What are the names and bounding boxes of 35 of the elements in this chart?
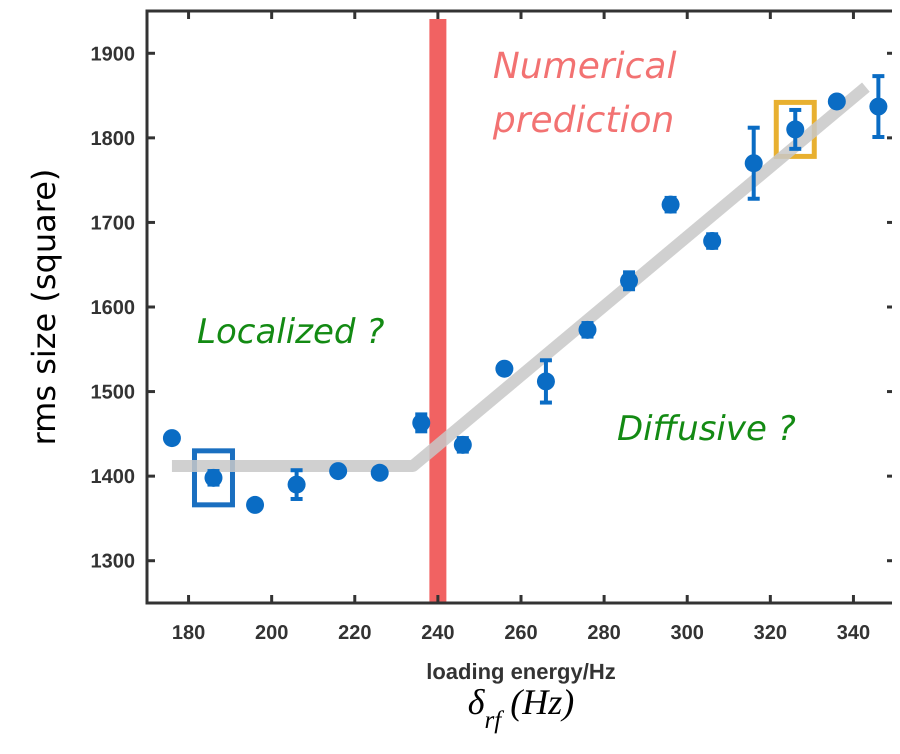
x-tick-label: 320 [754, 622, 788, 644]
x-tick-label: 220 [338, 622, 372, 644]
y-tick-label: 1900 [90, 43, 135, 66]
x-tick-label: 300 [670, 622, 704, 644]
y-tick-label: 1800 [90, 128, 135, 150]
y-tick-label: 1600 [90, 297, 135, 319]
point [246, 496, 264, 514]
point [454, 436, 472, 454]
point [744, 154, 763, 172]
x-tick-label: 280 [587, 622, 621, 644]
point [828, 92, 846, 110]
x-axis-title: loading energy/Hz [426, 659, 616, 684]
y-tick-label: 1400 [90, 466, 135, 488]
y-axis-title: rms size (square) [25, 168, 63, 446]
point [162, 429, 181, 448]
x-tick-label: 180 [172, 622, 206, 644]
x-tick-label: 260 [504, 622, 538, 644]
point [703, 232, 722, 250]
point [662, 196, 680, 214]
point [495, 360, 514, 378]
point [288, 476, 306, 494]
point [536, 372, 555, 390]
y-tick-label: 1300 [90, 550, 135, 573]
x-tick-label: 340 [836, 622, 870, 644]
point [329, 462, 348, 480]
point [370, 464, 389, 482]
y-tick-label: 1500 [90, 382, 135, 404]
point [578, 320, 596, 339]
y-tick-label: 1700 [90, 212, 135, 234]
annotation: Diffusive ? [617, 409, 796, 449]
annotation: Localized ? [197, 312, 384, 352]
point [869, 98, 888, 116]
x-tick-label: 240 [421, 622, 455, 644]
ref-line-label: Numerical prediction [492, 46, 677, 141]
x-tick-label: 200 [254, 622, 288, 644]
